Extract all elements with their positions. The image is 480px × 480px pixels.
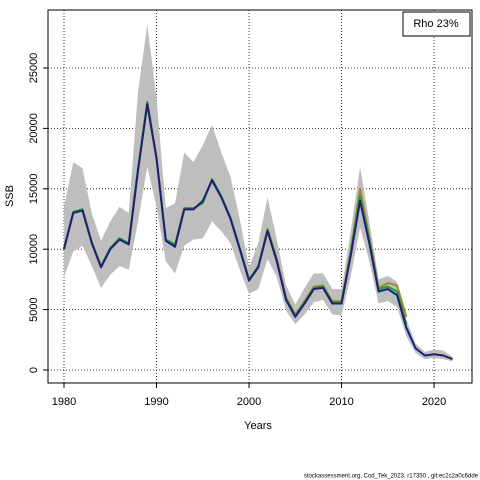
y-tick-label: 5000: [28, 297, 40, 321]
x-axis-label: Years: [244, 420, 272, 432]
series-line: [63, 103, 453, 361]
x-tick-label: 1980: [52, 396, 76, 408]
y-tick-label: 15000: [28, 173, 40, 204]
x-tick-label: 2020: [422, 396, 446, 408]
y-tick-label: 25000: [28, 53, 40, 84]
y-axis-label: SSB: [4, 185, 16, 207]
x-tick-label: 2010: [329, 396, 353, 408]
annotation-box: [402, 11, 471, 37]
y-tick-label: 0: [28, 367, 40, 373]
plot-frame: [47, 9, 473, 384]
confidence-band: [64, 24, 453, 362]
x-tick-label: 2000: [237, 396, 261, 408]
x-tick-label: 1990: [144, 396, 168, 408]
y-tick-label: 20000: [28, 113, 40, 144]
y-tick-label: 10000: [28, 234, 40, 265]
footer: stockassessment.org, Cod_Tek_2023, r1735…: [304, 474, 479, 480]
annotation: Rho 23%: [413, 18, 458, 30]
